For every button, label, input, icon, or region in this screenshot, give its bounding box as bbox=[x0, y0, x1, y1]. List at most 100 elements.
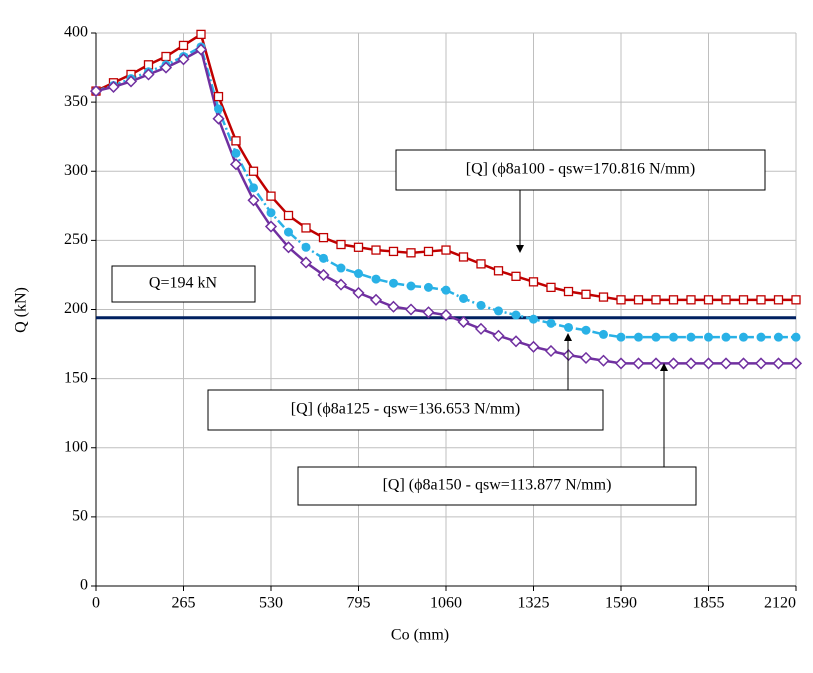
marker bbox=[599, 329, 608, 339]
marker bbox=[231, 136, 241, 146]
marker bbox=[459, 293, 468, 303]
marker bbox=[738, 295, 749, 305]
marker bbox=[178, 40, 189, 51]
marker bbox=[422, 306, 435, 319]
y-tick-label: 250 bbox=[64, 231, 88, 248]
marker bbox=[686, 295, 696, 305]
marker bbox=[352, 286, 365, 299]
marker bbox=[319, 253, 328, 263]
marker bbox=[107, 80, 120, 93]
marker bbox=[632, 357, 645, 370]
marker bbox=[616, 295, 626, 305]
y-tick-label: 300 bbox=[64, 162, 88, 179]
marker bbox=[213, 91, 224, 102]
x-tick-label: 2120 bbox=[764, 595, 796, 612]
marker bbox=[789, 357, 803, 370]
marker bbox=[528, 277, 539, 287]
marker bbox=[721, 295, 731, 305]
marker bbox=[301, 223, 311, 233]
marker bbox=[371, 245, 381, 255]
marker bbox=[597, 354, 610, 367]
marker bbox=[581, 289, 591, 299]
marker bbox=[458, 252, 469, 262]
marker bbox=[317, 268, 330, 281]
marker bbox=[756, 332, 766, 342]
annotation-box bbox=[111, 265, 256, 303]
marker bbox=[334, 278, 348, 291]
marker bbox=[649, 357, 663, 370]
marker bbox=[441, 245, 451, 255]
marker bbox=[719, 357, 733, 370]
y-tick-label: 200 bbox=[64, 300, 88, 317]
marker bbox=[318, 232, 329, 243]
marker bbox=[249, 183, 258, 193]
marker bbox=[737, 357, 750, 370]
marker bbox=[389, 278, 398, 288]
marker bbox=[756, 295, 766, 305]
marker bbox=[266, 191, 276, 201]
marker bbox=[684, 357, 698, 370]
marker bbox=[194, 43, 208, 56]
y-tick-label: 0 bbox=[80, 577, 88, 594]
marker bbox=[703, 295, 714, 305]
marker bbox=[336, 239, 346, 250]
y-tick-label: 100 bbox=[64, 438, 88, 455]
marker bbox=[773, 295, 784, 305]
marker bbox=[284, 227, 293, 237]
y-tick-label: 150 bbox=[64, 369, 88, 386]
marker bbox=[404, 303, 418, 316]
marker bbox=[667, 357, 680, 370]
marker bbox=[704, 332, 713, 342]
y-tick-label: 350 bbox=[64, 93, 88, 110]
marker bbox=[247, 194, 260, 207]
marker bbox=[564, 322, 573, 332]
marker bbox=[424, 282, 433, 292]
marker bbox=[266, 208, 276, 218]
marker bbox=[721, 332, 731, 342]
marker bbox=[406, 248, 416, 258]
annotation-box bbox=[207, 389, 604, 431]
marker bbox=[739, 332, 748, 342]
x-tick-label: 1855 bbox=[693, 595, 725, 612]
marker bbox=[511, 310, 521, 320]
marker bbox=[159, 61, 173, 74]
marker bbox=[791, 295, 801, 305]
legend-label: [Q] (ϕ8a150 - qsw=113.877 N/mm) bbox=[383, 477, 612, 494]
marker bbox=[214, 104, 223, 114]
marker bbox=[142, 68, 155, 81]
marker bbox=[579, 351, 593, 364]
marker bbox=[371, 274, 381, 284]
marker bbox=[527, 340, 540, 353]
marker bbox=[476, 300, 486, 310]
marker bbox=[353, 242, 364, 252]
marker bbox=[229, 158, 243, 171]
marker bbox=[354, 269, 363, 279]
marker bbox=[581, 325, 591, 335]
marker bbox=[702, 357, 715, 370]
marker bbox=[546, 282, 556, 293]
marker bbox=[546, 318, 556, 328]
annotation-box bbox=[395, 149, 766, 191]
marker bbox=[492, 329, 505, 342]
x-tick-label: 1590 bbox=[605, 595, 637, 612]
x-tick-label: 530 bbox=[259, 595, 283, 612]
marker bbox=[791, 332, 801, 342]
x-tick-label: 265 bbox=[172, 595, 196, 612]
marker bbox=[299, 256, 313, 269]
x-tick-label: 1325 bbox=[518, 595, 550, 612]
marker bbox=[161, 51, 171, 62]
marker bbox=[668, 295, 679, 305]
x-tick-label: 1060 bbox=[430, 595, 462, 612]
marker bbox=[774, 332, 783, 342]
marker bbox=[754, 357, 768, 370]
y-axis-label: Q (kN) bbox=[13, 287, 30, 333]
marker bbox=[494, 306, 503, 316]
marker bbox=[439, 308, 453, 322]
marker bbox=[633, 295, 644, 305]
marker bbox=[231, 148, 241, 158]
marker bbox=[212, 112, 225, 125]
marker bbox=[493, 266, 504, 276]
marker bbox=[264, 220, 278, 233]
